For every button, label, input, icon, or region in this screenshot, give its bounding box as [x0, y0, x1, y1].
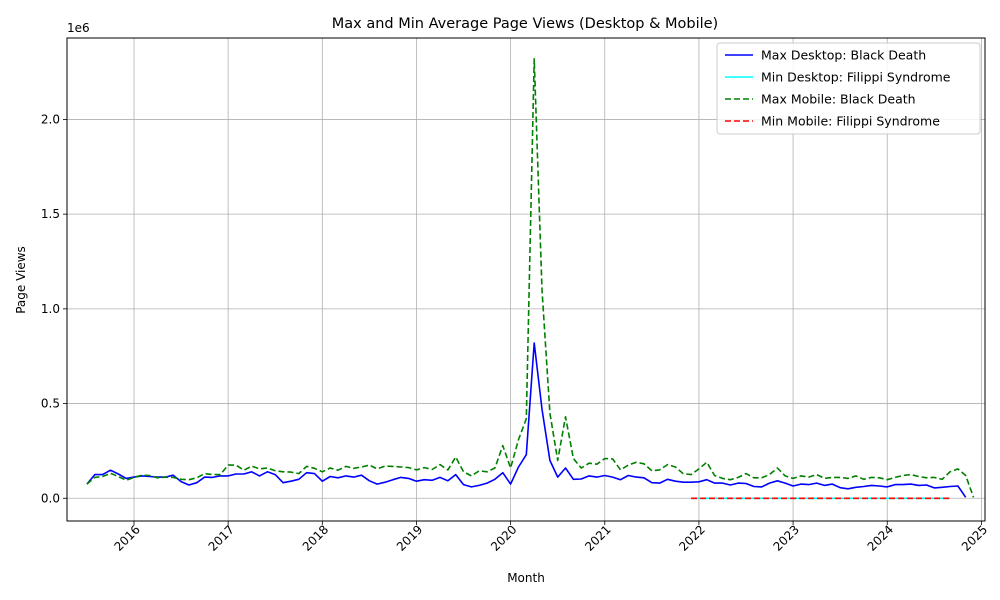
y-tick-label: 2.0 [41, 112, 60, 126]
legend-entry-1: Min Desktop: Filippi Syndrome [761, 70, 951, 85]
y-axis-offset-label: 1e6 [67, 21, 90, 35]
y-tick-label: 0.0 [41, 491, 60, 505]
plot-frame [66, 37, 986, 522]
chart-title: Max and Min Average Page Views (Desktop … [332, 16, 718, 32]
y-tick-label: 1.0 [41, 302, 60, 316]
y-axis-ticks: 0.0 0.5 1.0 1.5 2.0 [41, 112, 67, 505]
legend-entry-0: Max Desktop: Black Death [761, 48, 926, 63]
series-layer [86, 57, 975, 500]
y-tick-label: 0.5 [41, 397, 60, 411]
legend-entry-2: Max Mobile: Black Death [761, 92, 916, 107]
legend-entry-3: Min Mobile: Filippi Syndrome [761, 114, 940, 129]
legend: Max Desktop: Black Death Min Desktop: Fil… [716, 42, 981, 135]
series-line-0 [86, 342, 967, 498]
y-axis-label: Page Views [14, 246, 28, 314]
x-axis-label: Month [507, 571, 545, 585]
series-line-2 [86, 57, 975, 498]
y-tick-label: 1.5 [41, 207, 60, 221]
legend-box [716, 42, 981, 135]
